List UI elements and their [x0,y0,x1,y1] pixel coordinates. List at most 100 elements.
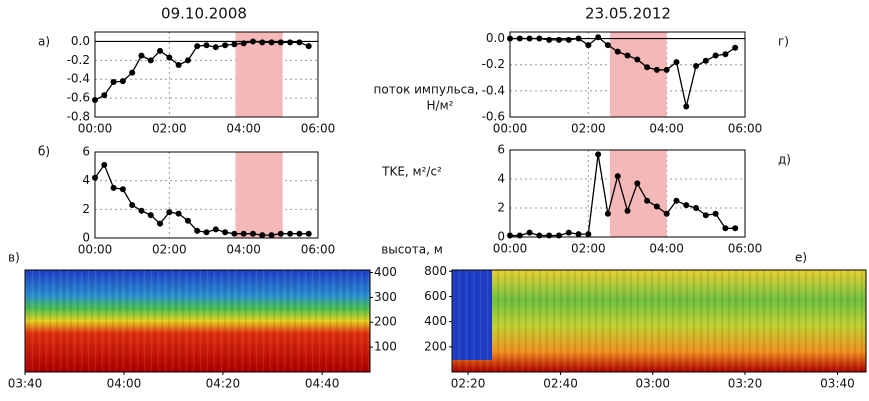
data-point [575,231,582,238]
data-point [653,66,660,73]
y-tick-label: -0.2 [67,53,90,67]
data-point [212,226,219,233]
data-point [240,40,247,47]
y-tick-label: -0.6 [67,91,90,105]
plot-frame [509,31,746,118]
panel-label: е) [795,251,807,265]
data-point [614,48,621,55]
heatmap-texture [25,270,370,372]
data-point [277,230,284,237]
date-title: 09.10.2008 [161,5,247,23]
y-tick-label: 0 [497,230,505,244]
data-point [157,220,164,227]
x-tick-label: 00:00 [493,122,528,136]
data-point [287,230,294,237]
axis-label: Н/м² [427,99,454,113]
y-tick-label: 2 [82,202,90,216]
data-point [101,92,108,99]
highlight-span [609,32,667,117]
data-point [119,186,126,193]
data-point [683,103,690,110]
panel-label: в) [8,251,20,265]
data-point [555,232,562,239]
data-point [110,184,117,191]
data-point [634,180,641,187]
data-point [595,34,602,41]
x-tick-label: 02:40 [543,377,578,391]
x-tick-label: 04:20 [206,377,241,391]
data-point [653,203,660,210]
data-point [249,230,256,237]
data-point [147,57,154,64]
x-tick-label: 06:00 [728,122,763,136]
data-point [546,36,553,43]
x-tick-label: 02:00 [152,122,187,136]
x-tick-label: 00:00 [78,122,113,136]
data-point [693,205,700,211]
data-point [565,36,572,43]
data-point [259,232,266,239]
data-point [138,207,145,214]
data-point [732,225,739,232]
plot-frame [94,151,319,239]
data-point [231,41,238,48]
y-tick-label: 0 [82,231,90,245]
y-tick-label: 4 [497,172,505,186]
y-tick-label: 800 [424,264,447,278]
y-tick-label: 6 [497,143,505,157]
y-tick-label: 200 [374,315,397,329]
data-point [296,230,303,237]
x-tick-label: 02:00 [571,242,606,256]
data-point [305,230,312,237]
panel-label: б) [38,145,50,159]
x-tick-label: 04:00 [649,242,684,256]
x-tick-label: 03:20 [728,377,763,391]
x-tick-label: 06:00 [728,242,763,256]
data-point [166,209,173,216]
data-point [203,42,210,49]
axis-label: поток импульса, [374,83,479,97]
y-tick-label: 0.0 [486,31,505,45]
data-point [673,197,680,204]
data-point [663,66,670,73]
data-point [712,210,719,217]
data-point [184,217,191,224]
x-tick-label: 04:00 [649,122,684,136]
data-point [194,43,201,50]
panel-label: г) [778,35,789,49]
x-tick-label: 02:00 [152,243,187,257]
x-tick-label: 02:00 [571,122,606,136]
data-point [575,35,582,42]
data-point [683,202,690,209]
y-tick-label: 6 [82,145,90,159]
x-tick-label: 04:00 [226,243,261,257]
data-point [138,52,145,59]
data-point [693,63,700,69]
data-point [268,39,275,46]
y-tick-label: 600 [424,289,447,303]
data-point [268,232,275,239]
data-point [604,42,611,49]
axis-label: TKE, м²/с² [381,165,442,179]
x-tick-label: 03:00 [635,377,670,391]
data-point [184,57,191,64]
y-tick-label: 0.0 [71,34,90,48]
y-tick-label: -0.4 [67,72,90,86]
data-point [231,230,238,237]
x-tick-label: 00:00 [493,242,528,256]
data-point [604,210,611,217]
data-point [585,42,592,49]
y-tick-label: 400 [424,314,447,328]
data-point [240,230,247,237]
data-point [673,59,680,66]
data-point [157,47,164,54]
data-point [702,212,709,219]
heatmap-texture [452,270,866,372]
data-point [296,39,303,46]
data-point [595,151,602,158]
y-tick-label: 2 [497,201,505,215]
x-tick-label: 06:00 [301,122,336,136]
y-tick-label: -0.6 [482,110,505,124]
data-point [526,229,533,236]
